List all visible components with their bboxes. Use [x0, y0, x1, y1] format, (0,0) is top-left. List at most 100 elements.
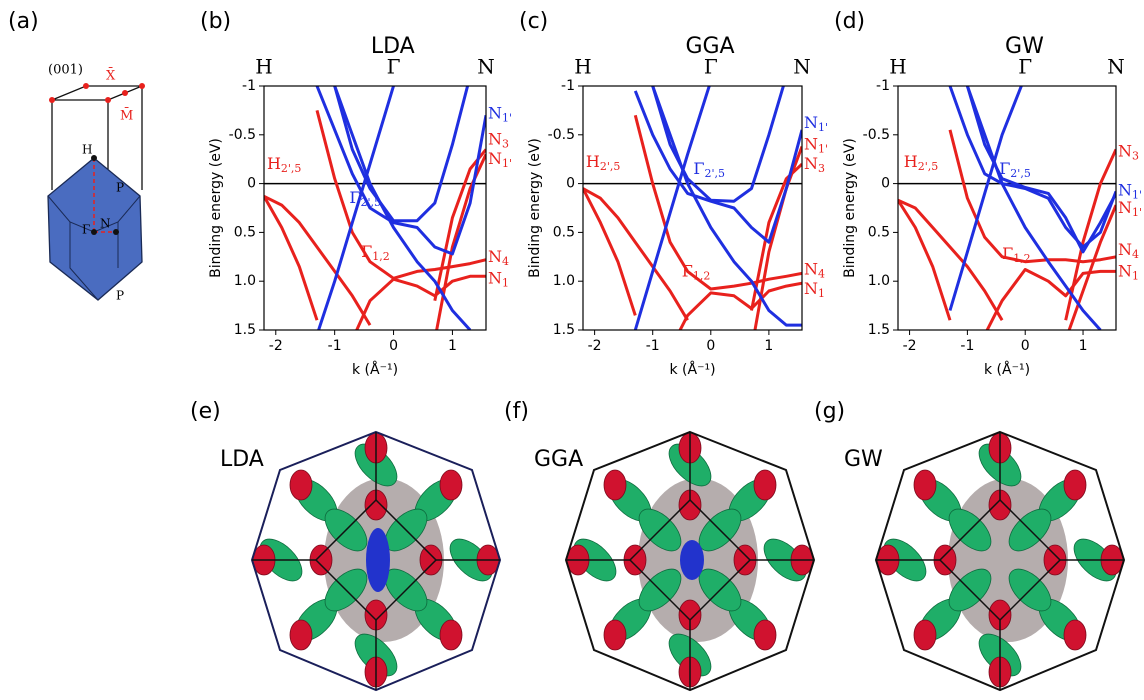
x-tick-label: 0	[1021, 338, 1030, 354]
annotation-sub: 2',5	[600, 160, 621, 173]
red-pocket	[1064, 620, 1086, 650]
symmetry-label: N	[1107, 55, 1125, 79]
annotation-text: N	[1118, 141, 1132, 160]
annotation: Γ2',5	[349, 188, 381, 210]
band-line	[317, 86, 394, 335]
annotation-sub: 3	[502, 138, 509, 151]
blue-pocket	[680, 540, 704, 580]
red-pocket	[914, 620, 936, 650]
panel-label: (b)	[200, 9, 231, 34]
annotation-sub: 1	[818, 287, 825, 300]
annotation: N1'	[488, 149, 512, 171]
y-tick-label: -0.5	[229, 127, 256, 143]
annotation: N4	[804, 259, 825, 281]
annotation: Γ1,2	[361, 241, 390, 262]
xbar-label: X̄	[106, 67, 116, 83]
annotation-sub: 4	[502, 255, 509, 268]
annotation-text: Γ	[693, 158, 704, 177]
annotation-sub: 1	[1132, 269, 1139, 282]
annotation-sub: 1'	[818, 121, 828, 134]
annotation-text: Γ	[349, 188, 360, 207]
annotation-text: N	[488, 246, 502, 265]
annotation-sub: 3	[818, 162, 825, 175]
point	[91, 229, 97, 235]
panel-title: GGA	[534, 447, 583, 472]
band-panel: (d)GWHΓN-1-0.500.51.01.5-2-101k (Å⁻¹)Bin…	[834, 9, 1142, 378]
y-tick-label: 1.5	[868, 322, 890, 338]
symmetry-label: H	[574, 55, 591, 79]
red-pocket	[914, 470, 936, 500]
point-label: N	[100, 217, 111, 231]
annotation-text: H	[267, 154, 281, 173]
annotation-sub: 1,2	[693, 269, 711, 282]
annotation: N4	[1118, 239, 1139, 261]
x-tick-label: 0	[706, 338, 715, 354]
panel-title: GW	[844, 447, 883, 472]
annotation: Γ1,2	[682, 261, 711, 283]
annotation-text: N	[488, 103, 502, 122]
projection-top	[52, 86, 142, 100]
annotation-text: Γ	[682, 261, 693, 280]
panel-label: (e)	[190, 399, 221, 424]
red-pocket	[754, 620, 776, 650]
annotation: N4	[488, 246, 509, 268]
band-panel: (b)LDAHΓN-1-0.500.51.01.5-2-101k (Å⁻¹)Bi…	[200, 9, 512, 378]
annotation: N3	[1118, 141, 1139, 163]
annotation: H2',5	[267, 154, 301, 176]
y-tick-label: 1.5	[234, 322, 256, 338]
annotation-text: Γ	[361, 241, 372, 260]
annotation-text: N	[804, 113, 818, 132]
annotation-text: N	[804, 259, 818, 278]
y-tick-label: 0.5	[868, 224, 890, 240]
annotation-text: H	[586, 152, 600, 171]
annotation: H2',5	[586, 152, 620, 174]
red-pocket	[1064, 470, 1086, 500]
panel-label: (d)	[834, 9, 865, 34]
annotation-text: N	[804, 279, 818, 298]
point	[49, 97, 55, 103]
annotation-sub: 2',5	[918, 160, 939, 173]
x-tick-label: 1	[764, 338, 773, 354]
red-pocket	[754, 470, 776, 500]
annotation-text: N	[1118, 239, 1132, 258]
annotation: H2',5	[904, 152, 938, 174]
band-panel: (c)GGAHΓN-1-0.500.51.01.5-2-101k (Å⁻¹)Bi…	[519, 9, 828, 378]
annotation: N1	[1118, 261, 1139, 283]
annotation: N1	[488, 268, 509, 290]
x-tick-label: -1	[646, 338, 660, 354]
fermi-surface: (g)GW	[814, 399, 1124, 690]
red-pocket	[604, 470, 626, 500]
annotation-sub: 1'	[502, 157, 512, 170]
annotation-text: N	[1118, 180, 1132, 199]
red-pocket	[440, 470, 462, 500]
y-tick-label: 1.0	[868, 273, 890, 289]
annotation-text: Γ	[999, 158, 1010, 177]
polyhedron	[48, 158, 142, 300]
x-axis-label: k (Å⁻¹)	[669, 361, 715, 378]
surface-label: (001)	[48, 63, 83, 78]
annotation-sub: 2',5	[1010, 167, 1031, 180]
annotation: N1	[804, 279, 825, 301]
symmetry-label: N	[477, 55, 495, 79]
x-axis-label: k (Å⁻¹)	[352, 361, 398, 378]
red-pocket	[290, 620, 312, 650]
fermi-surface: (e)LDA	[190, 399, 500, 690]
annotation-text: Γ	[1002, 243, 1013, 262]
point	[122, 90, 128, 96]
band-line	[670, 283, 802, 349]
symmetry-label: Γ	[704, 55, 718, 79]
annotation-text: N	[804, 134, 818, 153]
point-label: Γ	[82, 223, 90, 237]
annotation-sub: 4	[1132, 248, 1139, 261]
y-tick-label: 1.0	[234, 273, 256, 289]
x-tick-label: -2	[588, 338, 602, 354]
annotation: Γ1,2	[1002, 243, 1031, 265]
annotation-text: H	[904, 152, 918, 171]
y-tick-label: -1	[561, 78, 575, 94]
symmetry-label: Γ	[1018, 55, 1032, 79]
y-tick-label: 0	[566, 176, 575, 192]
annotation-sub: 1'	[818, 143, 828, 156]
annotation-sub: 2',5	[360, 196, 381, 209]
x-tick-label: -1	[960, 338, 974, 354]
symmetry-label: Γ	[387, 55, 401, 79]
